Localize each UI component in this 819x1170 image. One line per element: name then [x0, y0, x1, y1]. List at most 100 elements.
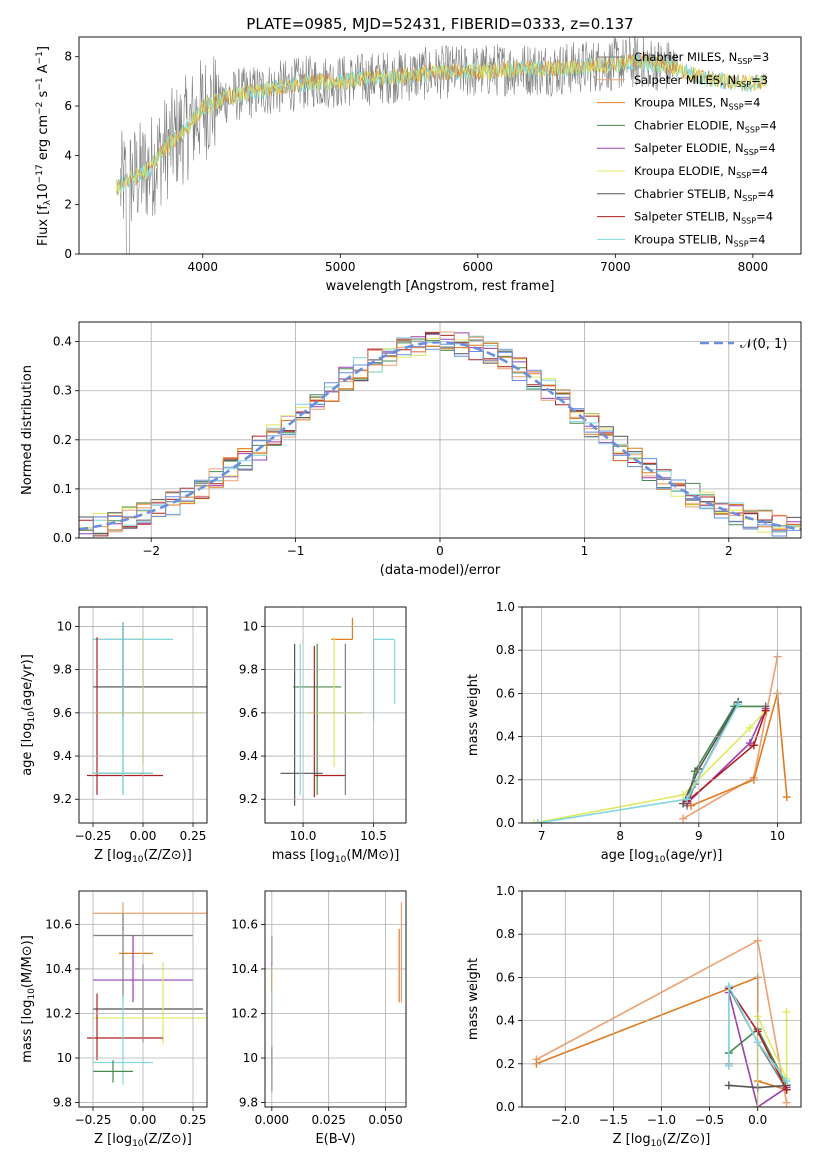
series-point	[782, 1007, 791, 1016]
x-tick-label: 0.25	[180, 829, 207, 843]
panel-mass-weight-vs-age: 7 8 9 10 0.0 0.2 0.4 0.6 0.8 1.0 age [log10(age/yr…	[466, 600, 802, 865]
y-tick-label: 9.8	[53, 1096, 72, 1110]
x-tick-label: 0.00	[130, 1113, 157, 1127]
x-tick-label: 7000	[600, 260, 631, 274]
x-tick-label: 5000	[325, 260, 356, 274]
x-axis-label: Z [log10(Z/Z⊙)]	[613, 1132, 711, 1149]
y-tick-label: 0.1	[53, 482, 72, 496]
series-line	[537, 703, 739, 823]
legend-entry: Chabrier MILES, NSSP=3	[634, 50, 769, 66]
figure-title: PLATE=0985, MJD=52431, FIBERID=0333, z=0…	[246, 15, 633, 33]
charts: 4000 5000 6000 7000 8000 0 2 4 6 8 wavelength [Ang…	[20, 36, 802, 1149]
x-axis-label: mass [log10(M/M⊙)]	[272, 848, 400, 865]
observed-spectrum-line	[120, 37, 678, 254]
x-tick-label: 0.0	[748, 1113, 767, 1127]
y-tick-label: 0.0	[496, 816, 515, 830]
legend: Chabrier MILES, NSSP=3 Salpeter MILES, NS…	[597, 50, 777, 248]
y-tick-label: 0.6	[496, 686, 515, 700]
series-line	[727, 985, 788, 1082]
x-tick-label: −0.25	[75, 829, 112, 843]
axes-frame	[78, 606, 208, 824]
y-tick-label: 0.8	[496, 927, 515, 941]
panel-spectrum: 4000 5000 6000 7000 8000 0 2 4 6 8 wavelength [Ang…	[35, 36, 802, 294]
x-tick-label: −1.0	[647, 1113, 676, 1127]
x-tick-label: 4000	[187, 260, 218, 274]
legend-entry: Kroupa ELODIE, NSSP=4	[634, 164, 768, 180]
x-axis-label: Z [log10(Z/Z⊙)]	[94, 1132, 192, 1149]
y-axis-label: Normed distribution	[20, 365, 35, 495]
y-tick-label: 0.8	[496, 643, 515, 657]
y-axis-label: Flux [fλ10−17 erg cm−2 s−1 A−1]	[35, 46, 53, 246]
panel-mass-vs-ebv: 0.000 0.025 0.050 9.8 10 10.2 10.4 10.6 E(B-V)	[231, 890, 407, 1147]
x-tick-label: 10.5	[360, 829, 387, 843]
legend-entry: Chabrier ELODIE, NSSP=4	[634, 118, 777, 134]
model-spectrum-line	[115, 54, 767, 194]
legend-entry: 𝒩(0, 1)	[740, 337, 787, 352]
series-point	[533, 819, 542, 823]
x-axis-label: wavelength [Angstrom, rest frame]	[326, 279, 555, 294]
x-tick-label: 0.00	[130, 829, 157, 843]
axes-frame	[78, 890, 208, 1108]
plot-area	[87, 902, 207, 1085]
y-tick-label: 9.8	[239, 1096, 258, 1110]
axes-frame	[521, 890, 802, 1108]
y-tick-label: 9.6	[53, 706, 72, 720]
y-tick-label: 4	[64, 148, 72, 162]
y-tick-label: 2	[64, 198, 72, 212]
legend-entry: Salpeter MILES, NSSP=3	[634, 73, 768, 89]
axes-frame	[78, 321, 802, 539]
series-point	[734, 700, 743, 709]
series-point	[761, 706, 770, 715]
series-point	[724, 1081, 733, 1090]
x-tick-label: 0.050	[368, 1113, 402, 1127]
axes-frame	[264, 890, 407, 1108]
y-tick-label: 10	[57, 1051, 72, 1065]
y-axis-label: age [log10(age/yr)]	[20, 654, 37, 776]
plot-area	[280, 617, 396, 806]
axes-frame	[264, 606, 407, 824]
x-axis-label: Z [log10(Z/Z⊙)]	[94, 848, 192, 865]
series-point	[782, 793, 791, 802]
series-line	[690, 693, 788, 807]
series-point	[724, 982, 733, 991]
y-tick-label: 1.0	[496, 600, 515, 614]
plot-area	[87, 622, 207, 795]
y-tick-label: 1.0	[496, 884, 515, 898]
series-point	[679, 814, 688, 823]
series-point	[724, 1061, 733, 1070]
x-axis-label: E(B-V)	[315, 1132, 355, 1147]
y-tick-label: 0.2	[496, 1057, 515, 1071]
y-tick-label: 0.2	[53, 433, 72, 447]
y-tick-label: 9.2	[239, 792, 258, 806]
y-tick-label: 9.6	[239, 706, 258, 720]
y-tick-label: 9.8	[239, 663, 258, 677]
x-tick-label: −2	[142, 544, 160, 558]
panel-age-vs-mass: 10.0 10.5 9.2 9.4 9.6 9.8 10 mass [log10(M/M⊙)]	[239, 606, 407, 865]
plot-area	[529, 652, 791, 823]
x-tick-label: 0	[436, 544, 444, 558]
y-tick-label: 10	[243, 1051, 258, 1065]
x-axis-label: (data-model)/error	[380, 563, 501, 578]
x-tick-label: 0.25	[180, 1113, 207, 1127]
series-point	[782, 1085, 791, 1094]
series-point	[782, 1077, 791, 1086]
y-axis-label: mass [log10(M/M⊙)]	[20, 935, 37, 1063]
legend-entry: Salpeter STELIB, NSSP=4	[634, 210, 773, 226]
y-axis-label: mass weight	[466, 674, 481, 756]
series-point	[683, 795, 692, 804]
panel-age-vs-metallicity: −0.25 0.00 0.25 9.2 9.4 9.6 9.8 10 Z [log10(Z/Z⊙…	[20, 606, 208, 865]
axes-frame	[521, 606, 802, 824]
series-point	[782, 1098, 791, 1107]
series-line	[533, 710, 767, 823]
y-tick-label: 10.2	[45, 1006, 72, 1020]
x-tick-label: 10	[770, 829, 785, 843]
x-tick-label: 1	[581, 544, 589, 558]
series-line	[728, 992, 788, 1107]
y-tick-label: 10.2	[231, 1006, 258, 1020]
series-point	[749, 741, 758, 750]
y-tick-label: 0.4	[496, 1014, 515, 1028]
y-tick-label: 0.3	[53, 384, 72, 398]
y-tick-label: 9.2	[53, 792, 72, 806]
x-tick-label: 6000	[463, 260, 494, 274]
